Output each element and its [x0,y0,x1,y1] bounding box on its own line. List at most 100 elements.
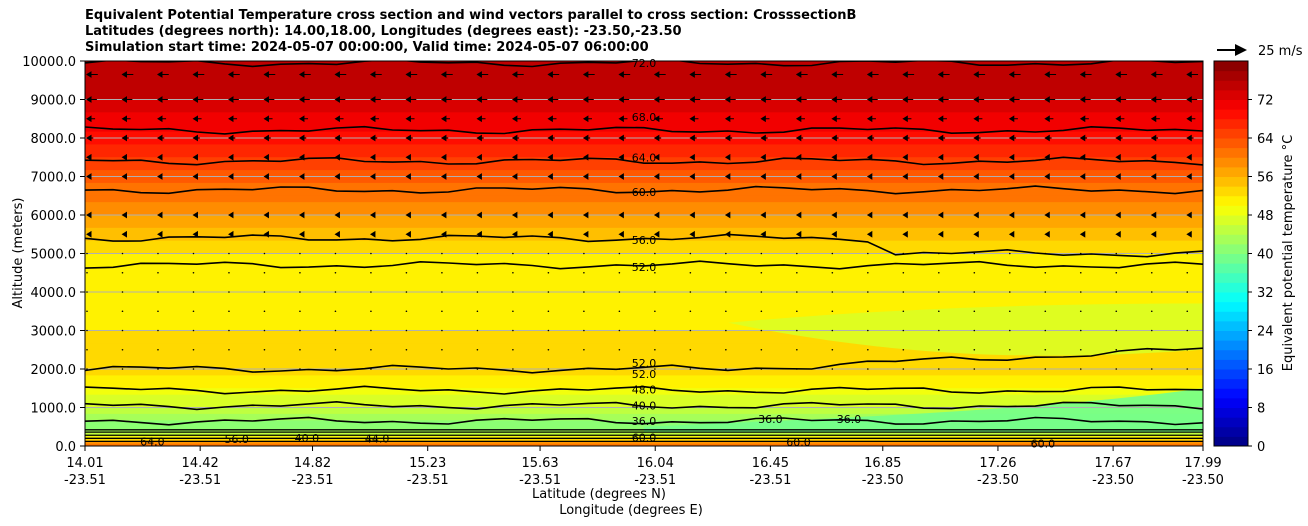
wind-vector [299,173,305,180]
wind-vector [689,368,692,370]
wind-vector [157,252,159,255]
wind-vector [299,348,301,351]
wind-vector [369,134,378,142]
wind-vector [795,96,807,103]
wind-vector [228,348,230,351]
title-line-2: Latitudes (degrees north): 14.00,18.00, … [85,24,682,39]
field-band [85,61,1203,69]
wind-vector [405,329,408,332]
colorbar-segment [1214,147,1248,158]
contour-label: 36.0 [632,415,657,428]
wind-vector [760,71,773,78]
wind-vector [1044,310,1047,313]
contour-label: 64.0 [632,151,657,164]
wind-vector [1150,271,1153,274]
wind-vector [937,173,944,180]
wind-vector [618,310,621,313]
field-band [85,317,1203,325]
colorbar-segment [1214,272,1248,283]
wind-vector [512,291,514,293]
wind-vector [760,115,770,123]
wind-vector [937,211,944,219]
colorbar: 0 8 16 24 32 40 48 56 64 72 [1213,60,1274,455]
wind-vector [441,310,443,313]
wind-vector [724,71,737,78]
field-band [85,131,1203,139]
wind-vector [973,252,976,255]
wind-vector [1044,368,1047,370]
wind-vector [583,271,585,274]
x-tick-label-lat: 16.85 [864,456,901,471]
wind-vector [831,173,837,180]
wind-vector [831,271,834,274]
wind-vector [1150,71,1163,78]
field-band [85,202,1203,210]
wind-vector [299,115,309,123]
wind-vector [582,96,594,103]
colorbar-segment [1214,215,1248,226]
wind-vector [795,173,802,180]
contour-line [85,61,1203,68]
contour-label: 60.0 [632,186,657,199]
wind-vector [476,96,488,103]
wind-vector [902,115,912,123]
colorbar-segment [1214,369,1248,380]
wind-vector [1115,348,1118,351]
wind-vector [192,310,195,313]
wind-vector [121,348,124,351]
wind-vector [440,96,452,103]
wind-vector [334,271,337,274]
wind-vector [867,271,869,274]
wind-vector [334,153,340,161]
wind-vector [86,310,88,313]
field-band [85,417,1203,421]
colorbar-tick-label: 56 [1257,171,1274,186]
quiver-key-label: 25 m/s [1258,44,1303,59]
wind-vector [831,115,841,123]
wind-vector [689,271,692,274]
contour-line [85,416,1203,426]
wind-vector [1150,134,1159,142]
wind-vector [582,230,589,238]
wind-vector [476,348,479,351]
y-tick-label: 1000.0 [31,402,77,417]
wind-vector [547,291,550,293]
wind-vector [192,368,195,370]
wind-vector [299,211,305,219]
wind-vector [547,368,550,370]
wind-vector [370,348,372,351]
wind-vector [1044,96,1056,103]
wind-vector [653,115,663,123]
wind-vector [867,252,869,255]
wind-vector [618,329,621,332]
field-band [85,349,1203,357]
wind-vector [689,71,702,78]
x-tick-label-lat: 15.23 [409,456,446,471]
field-band [85,388,1203,396]
wind-vector [902,348,905,351]
wind-vector [1115,368,1118,370]
wind-vector [405,115,415,123]
wind-vector [86,291,88,293]
field-band [85,279,1203,287]
wind-vector [1186,153,1192,161]
contour-label: 56.0 [224,433,249,446]
field-band [85,195,1203,203]
wind-vector [937,115,947,123]
wind-vector [689,230,695,238]
wind-vector [512,252,514,255]
wind-vector [1008,211,1015,219]
wind-vector [937,153,944,161]
wind-vector [334,173,340,180]
wind-vector [299,71,311,78]
wind-vector [1115,291,1118,293]
wind-vector [192,134,200,142]
contour-label: 36.0 [758,413,783,426]
wind-vector [547,348,550,351]
wind-vector [192,291,195,293]
wind-vector [796,329,798,332]
field-band [85,67,1203,75]
wind-vector [299,271,301,274]
wind-vector [654,252,656,255]
wind-vector [654,348,656,351]
